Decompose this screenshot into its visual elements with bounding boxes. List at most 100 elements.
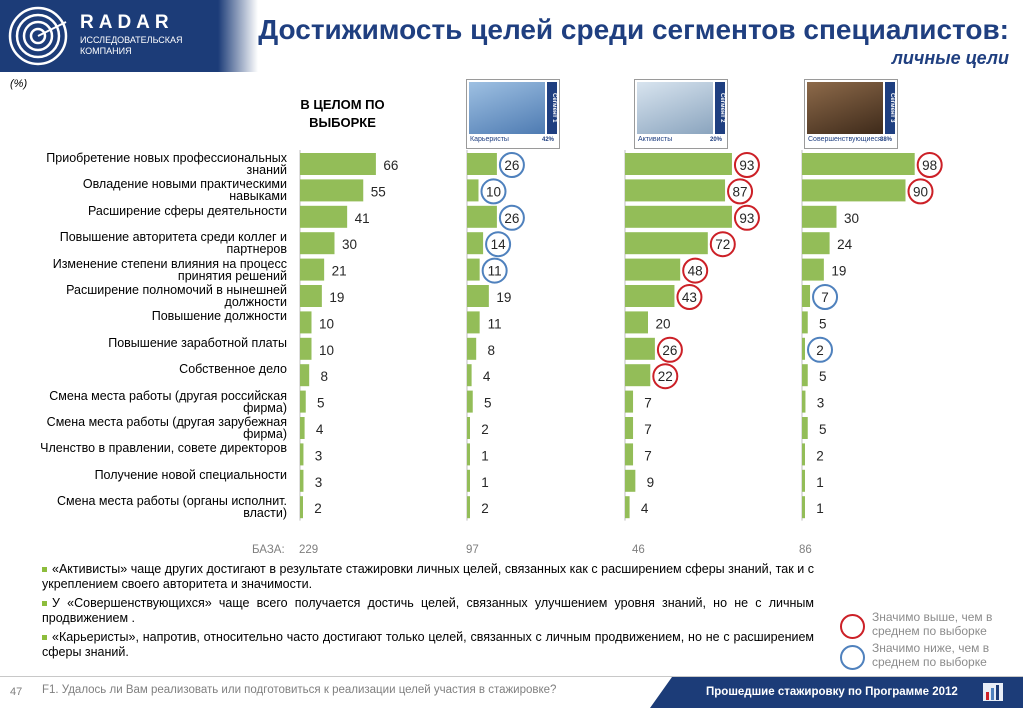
significance-low-circle	[481, 257, 508, 284]
data-label: 2	[481, 501, 489, 516]
bar	[625, 443, 634, 466]
significance-low-circle	[498, 152, 525, 178]
significance-low-circle	[480, 178, 507, 205]
data-label: 2	[481, 422, 489, 437]
bar	[300, 285, 322, 307]
data-label: 43	[682, 290, 697, 305]
bar	[625, 390, 634, 413]
bar	[467, 285, 489, 307]
data-label: 93	[739, 158, 754, 173]
bar	[300, 496, 303, 519]
data-label: 93	[739, 211, 754, 226]
red-circle-icon	[840, 614, 865, 639]
category-label: Овладение новыми практическими навыками	[82, 177, 287, 204]
segment-photo-3	[807, 82, 883, 134]
logo: RADAR ИССЛЕДОВАТЕЛЬСКАЯ КОМПАНИЯ	[0, 0, 218, 72]
significance-high-circle	[709, 231, 736, 258]
legend-high-text: Значимо выше, чем в среднем по выборке	[872, 610, 993, 638]
significance-high-circle	[733, 204, 760, 231]
footer-band	[650, 677, 1023, 708]
significance-high-circle	[656, 336, 683, 363]
category-label: Смена места работы (другая российская фи…	[49, 388, 287, 415]
bar	[300, 153, 376, 175]
page-subtitle: личные цели	[891, 48, 1009, 68]
bullet-icon	[42, 567, 47, 573]
data-label: 3	[315, 448, 323, 463]
data-label: 26	[504, 158, 519, 173]
overall-column-label: В ЦЕЛОМ ПО ВЫБОРКЕ	[300, 97, 385, 130]
data-label: 1	[481, 475, 489, 490]
bar	[625, 285, 675, 307]
category-label: Приобретение новых профессиональных знан…	[46, 151, 287, 177]
data-label: 30	[844, 211, 859, 226]
bar	[467, 496, 470, 519]
data-label: 3	[315, 475, 323, 490]
bar	[802, 153, 915, 175]
data-label: 26	[504, 211, 519, 226]
data-label: 24	[837, 237, 853, 252]
base-value-segment-2: 46	[632, 544, 645, 556]
bar	[802, 258, 824, 281]
bar	[300, 469, 304, 492]
data-label: 1	[816, 501, 824, 516]
bar	[467, 232, 484, 255]
bar	[802, 417, 808, 439]
category-label: Повышение авторитета среди коллег и парт…	[59, 230, 287, 257]
bar	[625, 205, 732, 228]
data-label: 10	[486, 184, 501, 199]
bar	[802, 205, 837, 228]
page-number: 47	[10, 686, 23, 698]
bar	[802, 311, 808, 334]
bar	[300, 205, 348, 228]
bar	[802, 179, 906, 202]
data-label: 48	[688, 264, 703, 279]
data-label: 26	[662, 343, 677, 358]
note-item: «Активисты» чаще других достигают в резу…	[42, 562, 814, 591]
bar	[467, 205, 497, 228]
bar	[802, 337, 805, 360]
significance-low-circle	[807, 336, 833, 363]
data-label: 98	[922, 158, 937, 173]
significance-low-circle	[812, 284, 839, 310]
bar	[467, 469, 470, 492]
base-value-overall: 229	[299, 544, 319, 556]
bar	[300, 417, 305, 439]
segment-card-2: Сегмент 2 Активисты 20%	[634, 79, 728, 149]
data-label: 10	[319, 343, 334, 358]
blue-circle-icon	[840, 645, 865, 670]
data-label: 21	[332, 264, 347, 279]
bar	[300, 443, 304, 466]
base-label: БАЗА:	[252, 544, 285, 556]
data-label: 5	[819, 422, 827, 437]
bar	[802, 364, 808, 387]
data-label: 7	[644, 422, 652, 437]
bar	[467, 443, 470, 466]
unit-label: (%)	[10, 78, 28, 90]
data-label: 9	[647, 475, 655, 490]
significance-high-circle	[916, 152, 943, 178]
data-label: 8	[320, 369, 328, 384]
bar-chart-icon	[983, 683, 1003, 701]
data-label: 30	[342, 237, 357, 252]
data-label: 20	[655, 316, 670, 331]
bar	[625, 364, 651, 387]
header: RADAR ИССЛЕДОВАТЕЛЬСКАЯ КОМПАНИЯ Достижи…	[0, 0, 1023, 72]
bar	[625, 417, 634, 439]
segment-tag-1: Сегмент 1	[547, 82, 557, 134]
data-label: 4	[316, 422, 324, 437]
category-label: Получение новой специальности	[94, 467, 287, 482]
data-label: 8	[487, 343, 495, 358]
data-label: 1	[816, 475, 824, 490]
bar	[300, 232, 335, 255]
bar	[467, 390, 473, 413]
data-label: 11	[488, 316, 502, 331]
segment-name-2: Активисты	[638, 136, 673, 143]
bullet-icon	[42, 601, 47, 607]
bar	[802, 496, 805, 519]
data-label: 90	[913, 184, 928, 199]
category-label: Смена места работы (органы исполнит. вла…	[57, 494, 287, 521]
significance-high-circle	[652, 363, 679, 390]
data-label: 87	[733, 184, 748, 199]
data-label: 5	[484, 396, 492, 411]
significance-low-circle	[485, 231, 512, 258]
